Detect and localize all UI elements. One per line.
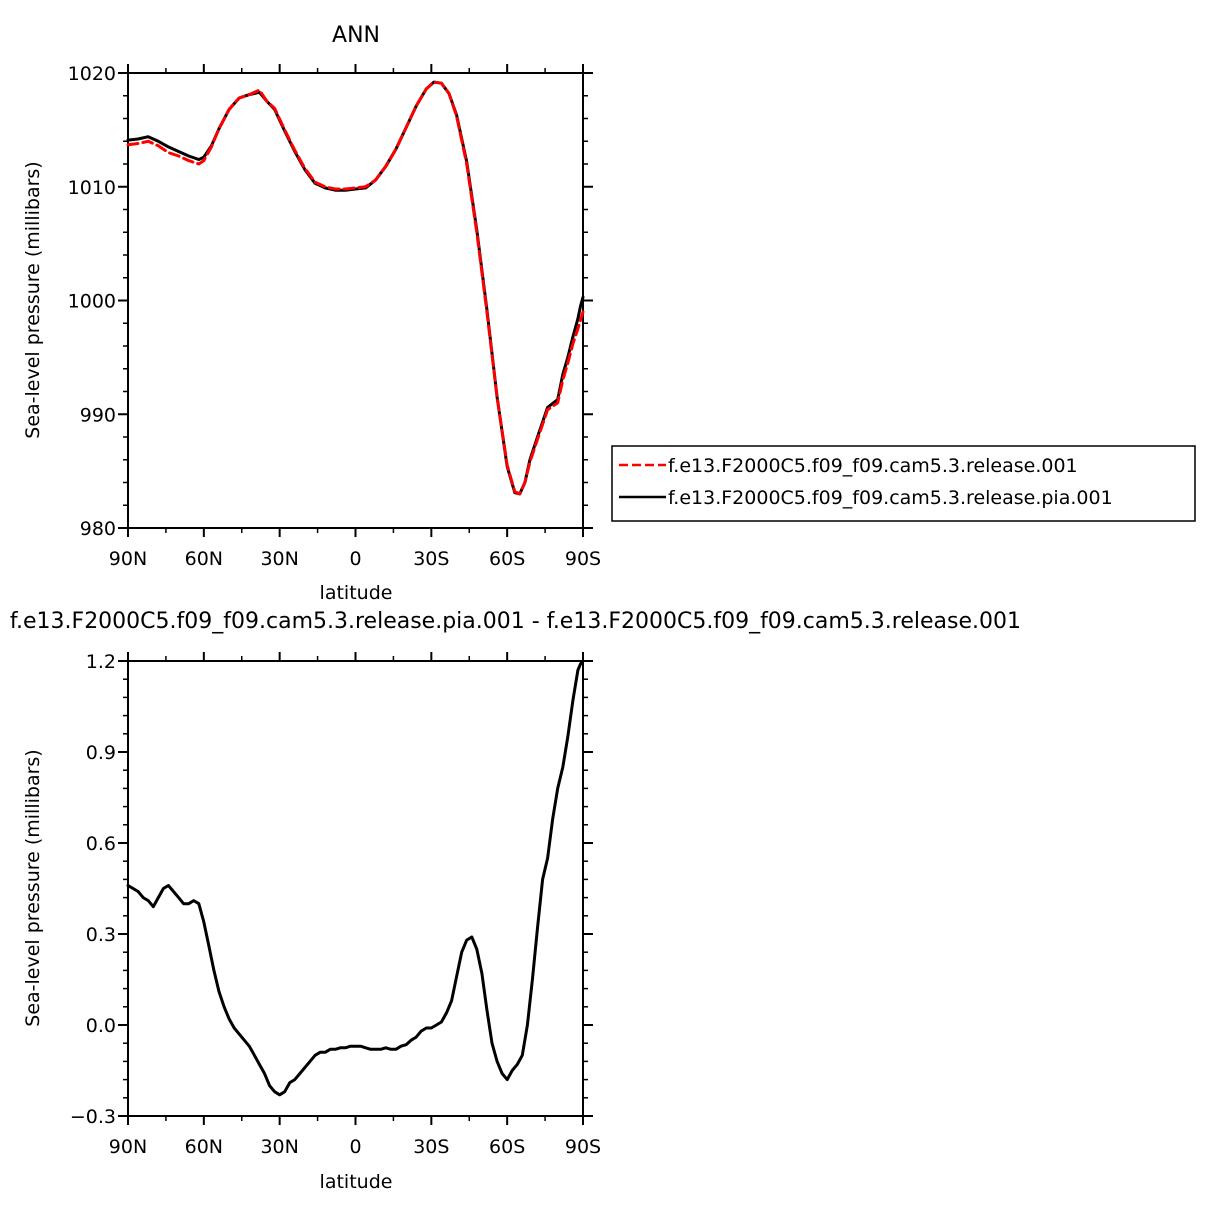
plot-frame (127, 72, 584, 529)
x-tick-label: 60N (185, 1136, 223, 1158)
plot-frame (127, 660, 584, 1117)
x-tick-label: 60S (489, 1136, 525, 1158)
y-tick-label: 1010 (68, 177, 116, 199)
y-axis-label: Sea-level pressure (millibars) (22, 749, 44, 1026)
y-tick-label: 1020 (68, 63, 116, 85)
x-tick-label: 30N (260, 1136, 298, 1158)
y-tick-label: 980 (80, 518, 116, 540)
series-line-1 (126, 80, 585, 496)
chart-title: ANN (332, 23, 380, 48)
x-tick-label: 90S (565, 548, 601, 570)
x-tick-label: 30S (413, 1136, 449, 1158)
y-tick-label: 1.2 (86, 651, 116, 673)
y-tick-label: 0.3 (86, 924, 116, 946)
x-tick-label: 90S (565, 1136, 601, 1158)
y-tick-label: −0.3 (70, 1106, 116, 1128)
y-axis-label: Sea-level pressure (millibars) (22, 161, 44, 438)
x-tick-label: 0 (349, 1136, 361, 1158)
x-axis-label: latitude (320, 582, 393, 604)
x-tick-label: 90N (109, 548, 147, 570)
y-tick-label: 0.6 (86, 833, 116, 855)
series-line-0 (126, 80, 585, 496)
y-tick-label: 1000 (68, 291, 116, 313)
x-tick-label: 90N (109, 1136, 147, 1158)
legend-label-control: f.e13.F2000C5.f09_f09.cam5.3.release.001 (668, 455, 1078, 477)
y-tick-label: 0.0 (86, 1015, 116, 1037)
difference-line (126, 659, 585, 1097)
difference-title: f.e13.F2000C5.f09_f09.cam5.3.release.pia… (10, 609, 1021, 634)
panel-top: ANN 90N 60N 30N 0 30S 60S 90S 980 990 1000 1010 102… (22, 23, 601, 604)
x-tick-label: 60S (489, 548, 525, 570)
legend-box (611, 445, 1196, 522)
y-tick-label: 0.9 (86, 742, 116, 764)
legend-label-pia: f.e13.F2000C5.f09_f09.cam5.3.release.pia… (668, 487, 1113, 509)
panel-bottom: f.e13.F2000C5.f09_f09.cam5.3.release.pia… (10, 609, 1021, 1193)
legend: f.e13.F2000C5.f09_f09.cam5.3.release.001… (611, 445, 1196, 522)
x-axis-label: latitude (320, 1171, 393, 1193)
x-tick-label: 0 (349, 548, 361, 570)
x-tick-label: 30N (260, 548, 298, 570)
y-tick-label: 990 (80, 404, 116, 426)
x-tick-label: 60N (185, 548, 223, 570)
x-tick-label: 30S (413, 548, 449, 570)
